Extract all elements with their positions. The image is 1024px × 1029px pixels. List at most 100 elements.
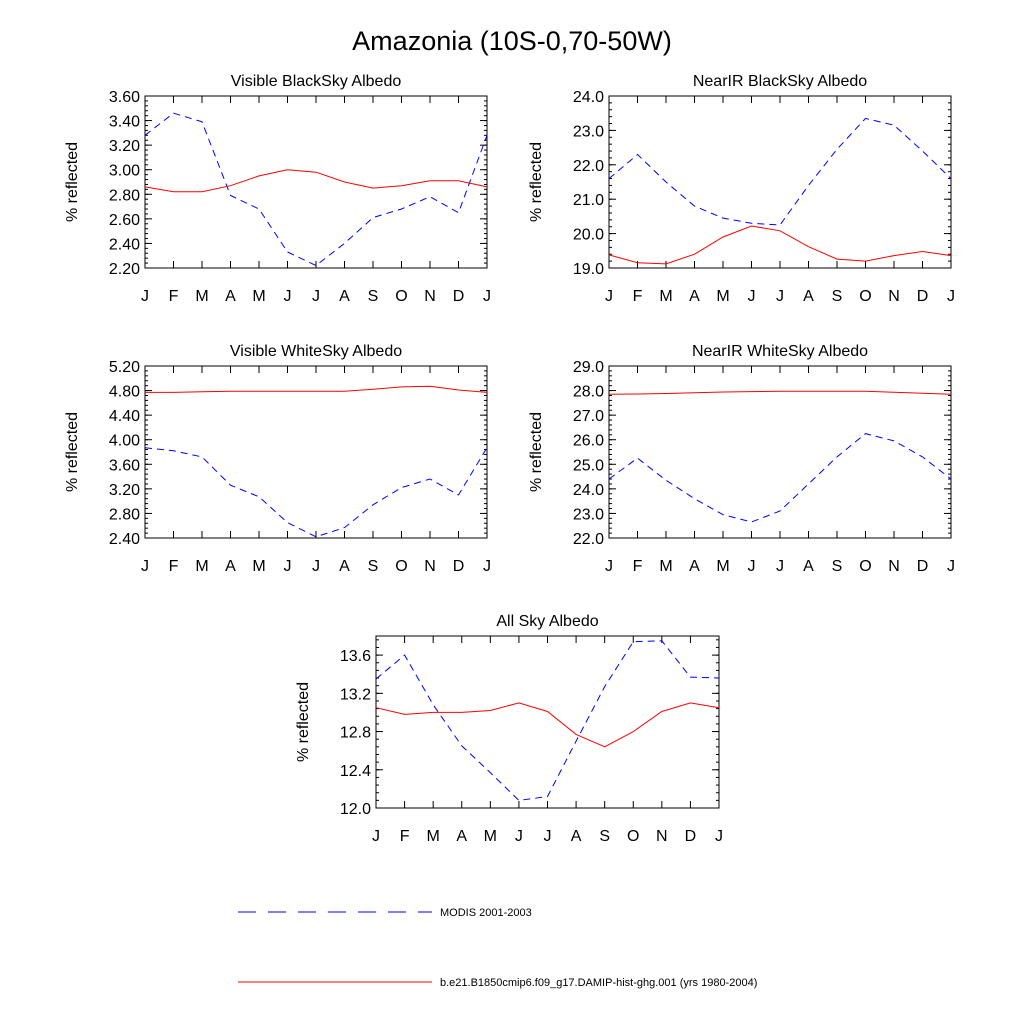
x-tick-label: J bbox=[748, 288, 756, 305]
x-tick-label: J bbox=[605, 288, 613, 305]
x-tick-label: N bbox=[888, 558, 900, 575]
y-tick-label: 12.0 bbox=[340, 801, 371, 818]
y-tick-label: 4.00 bbox=[109, 433, 140, 450]
y-tick-label: 3.60 bbox=[109, 89, 140, 106]
x-tick-label: S bbox=[368, 288, 379, 305]
x-tick-label: S bbox=[368, 558, 379, 575]
series-line-model bbox=[375, 702, 720, 748]
y-tick-label: 2.40 bbox=[109, 236, 140, 253]
legend-modis-label: MODIS 2001-2003 bbox=[440, 907, 532, 919]
y-tick-label: 27.0 bbox=[573, 408, 604, 425]
x-tick-label: D bbox=[685, 828, 697, 845]
x-tick-label: M bbox=[195, 288, 208, 305]
x-tick-label: J bbox=[483, 558, 491, 575]
y-tick-label: 20.0 bbox=[573, 227, 604, 244]
series-line-modis bbox=[608, 117, 952, 226]
x-tick-label: J bbox=[483, 288, 491, 305]
y-tick-label: 2.20 bbox=[109, 261, 140, 278]
series-line-model bbox=[144, 169, 488, 193]
panel-5: All Sky Albedo % reflected 12.0 12.4 12.8 13.… bbox=[295, 613, 723, 845]
x-tick-label: J bbox=[947, 288, 955, 305]
series-line-modis bbox=[144, 447, 488, 538]
x-tick-label: M bbox=[716, 558, 729, 575]
x-tick-label: M bbox=[252, 558, 265, 575]
x-tick-label: J bbox=[141, 288, 149, 305]
x-tick-label: J bbox=[141, 558, 149, 575]
panel-1: Visible BlackSky Albedo % reflected 2.20 2.… bbox=[64, 73, 491, 305]
x-tick-label: D bbox=[453, 558, 465, 575]
y-tick-label: 2.80 bbox=[109, 506, 140, 523]
x-tick-label: F bbox=[633, 288, 643, 305]
y-tick-label: 23.0 bbox=[573, 506, 604, 523]
x-tick-label: F bbox=[400, 828, 410, 845]
y-tick-label: 13.2 bbox=[340, 686, 371, 703]
x-tick-label: J bbox=[776, 558, 784, 575]
x-tick-label: M bbox=[484, 828, 497, 845]
y-tick-label: 23.0 bbox=[573, 123, 604, 140]
x-tick-label: J bbox=[776, 288, 784, 305]
x-tick-label: J bbox=[544, 828, 552, 845]
x-tick-label: M bbox=[252, 288, 265, 305]
y-axis-label: % reflected bbox=[528, 142, 545, 222]
x-tick-label: A bbox=[456, 828, 467, 845]
panel-title: Visible WhiteSky Albedo bbox=[230, 343, 402, 360]
x-tick-label: J bbox=[312, 288, 320, 305]
y-tick-label: 19.0 bbox=[573, 261, 604, 278]
panel-title: All Sky Albedo bbox=[496, 613, 598, 630]
y-tick-label: 12.8 bbox=[340, 725, 371, 742]
x-tick-label: M bbox=[659, 558, 672, 575]
series-line-model bbox=[608, 390, 952, 395]
y-tick-label: 5.20 bbox=[109, 359, 140, 376]
y-tick-label: 25.0 bbox=[573, 457, 604, 474]
y-tick-label: 12.4 bbox=[340, 763, 371, 780]
x-tick-label: A bbox=[689, 558, 700, 575]
panel-title: Visible BlackSky Albedo bbox=[231, 73, 402, 90]
x-tick-label: J bbox=[284, 288, 292, 305]
x-tick-label: A bbox=[803, 288, 814, 305]
x-tick-label: A bbox=[571, 828, 582, 845]
y-tick-label: 3.00 bbox=[109, 163, 140, 180]
x-tick-label: F bbox=[169, 558, 179, 575]
x-tick-label: A bbox=[689, 288, 700, 305]
x-tick-label: M bbox=[427, 828, 440, 845]
x-tick-label: F bbox=[169, 288, 179, 305]
x-tick-label: J bbox=[284, 558, 292, 575]
x-tick-label: O bbox=[395, 558, 407, 575]
y-tick-label: 29.0 bbox=[573, 359, 604, 376]
series-line-modis bbox=[375, 640, 720, 801]
legend: MODIS 2001-2003 b.e21.B1850cmip6.f09_g17… bbox=[238, 907, 757, 989]
x-tick-label: J bbox=[715, 828, 723, 845]
y-tick-label: 2.60 bbox=[109, 212, 140, 229]
x-tick-label: J bbox=[372, 828, 380, 845]
y-axis-label: % reflected bbox=[64, 142, 81, 222]
y-tick-label: 22.0 bbox=[573, 158, 604, 175]
x-tick-label: S bbox=[599, 828, 610, 845]
x-tick-label: O bbox=[627, 828, 639, 845]
y-tick-label: 28.0 bbox=[573, 384, 604, 401]
x-tick-label: N bbox=[424, 288, 436, 305]
legend-model-label: b.e21.B1850cmip6.f09_g17.DAMIP-hist-ghg.… bbox=[440, 977, 757, 989]
panels: Visible BlackSky Albedo % reflected 2.20 2.… bbox=[64, 73, 955, 845]
figure-title: Amazonia (10S-0,70-50W) bbox=[352, 26, 672, 56]
panel-3: Visible WhiteSky Albedo % reflected 2.40 2.… bbox=[64, 343, 491, 575]
y-tick-label: 24.0 bbox=[573, 89, 604, 106]
x-tick-label: S bbox=[832, 288, 843, 305]
x-tick-label: S bbox=[832, 558, 843, 575]
y-tick-label: 26.0 bbox=[573, 433, 604, 450]
panel-title: NearIR WhiteSky Albedo bbox=[692, 343, 868, 360]
x-tick-label: N bbox=[424, 558, 436, 575]
x-tick-label: M bbox=[716, 288, 729, 305]
y-tick-label: 4.80 bbox=[109, 384, 140, 401]
y-tick-label: 3.40 bbox=[109, 114, 140, 131]
y-axis-label: % reflected bbox=[528, 412, 545, 492]
y-tick-label: 22.0 bbox=[573, 531, 604, 548]
x-tick-label: J bbox=[947, 558, 955, 575]
x-tick-label: A bbox=[225, 558, 236, 575]
panel-title: NearIR BlackSky Albedo bbox=[693, 73, 867, 90]
y-tick-label: 3.60 bbox=[109, 457, 140, 474]
y-tick-label: 2.40 bbox=[109, 531, 140, 548]
x-tick-label: J bbox=[515, 828, 523, 845]
x-tick-label: A bbox=[339, 558, 350, 575]
